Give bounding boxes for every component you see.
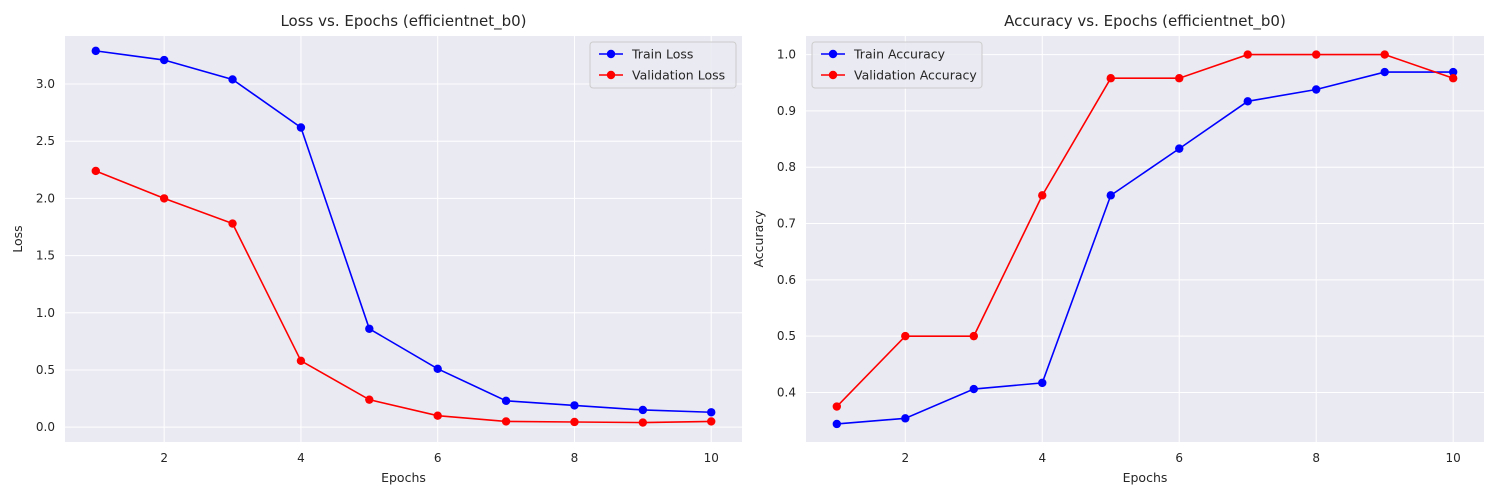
data-point (1106, 74, 1115, 83)
data-point (501, 396, 511, 406)
accuracy-chart: 2 4 6 8 10 0.4 0.5 0.6 0.7 0.8 0.9 1.0 Accuracy vs. … (751, 12, 1484, 485)
data-point (1038, 191, 1047, 200)
data-point (901, 414, 910, 423)
series-line (95, 50, 712, 414)
data-point (1243, 97, 1252, 106)
data-point (1448, 74, 1458, 83)
data-point (365, 324, 374, 333)
plot-area (65, 36, 742, 442)
data-point (228, 75, 237, 84)
x-tick-label: 10 (704, 451, 719, 465)
x-tick-label: 4 (297, 451, 305, 465)
series-line (836, 53, 1454, 408)
x-axis-label: Epochs (1123, 470, 1168, 485)
legend-label: Train Loss (631, 47, 693, 62)
legend-marker (606, 70, 616, 80)
data-point (1312, 50, 1321, 59)
x-axis-label: Epochs (381, 470, 426, 485)
data-point (1380, 67, 1389, 77)
legend-label: Train Accuracy (853, 47, 946, 62)
data-point (969, 331, 978, 341)
chart-title: Accuracy vs. Epochs (efficientnet_b0) (1004, 12, 1286, 31)
x-tick-label: 8 (571, 451, 579, 465)
data-point (570, 401, 579, 410)
y-tick-label: 0.0 (36, 420, 55, 434)
legend: Train Accuracy Validation Accuracy (811, 41, 983, 89)
legend-box (811, 41, 983, 89)
data-point (365, 395, 374, 404)
y-tick-label: 2.5 (36, 134, 55, 148)
x-tick-label: 2 (901, 451, 909, 465)
data-point (638, 418, 648, 427)
y-tick-label: 1.0 (36, 306, 55, 320)
x-tick-label: 6 (434, 451, 442, 465)
data-point (433, 411, 442, 420)
legend-box (589, 41, 737, 89)
x-tick-label: 8 (1312, 451, 1320, 465)
data-point (159, 194, 169, 203)
data-point (1380, 50, 1389, 59)
data-point (433, 364, 442, 374)
legend-label: Validation Loss (632, 68, 725, 83)
data-point (832, 402, 842, 411)
data-point (501, 417, 511, 426)
y-tick-label: 0.9 (777, 104, 796, 118)
x-tick-label: 4 (1038, 451, 1046, 465)
data-point (296, 123, 306, 132)
x-tick-label: 2 (160, 451, 168, 465)
legend-marker (606, 49, 616, 59)
data-point (1175, 74, 1184, 83)
data-point (638, 405, 648, 415)
data-point (1175, 144, 1184, 153)
data-point (91, 166, 100, 176)
data-point (570, 417, 579, 427)
data-point (1243, 50, 1252, 59)
y-tick-label: 2.0 (36, 191, 55, 205)
y-tick-label: 0.7 (777, 217, 796, 231)
data-point (969, 384, 978, 394)
y-tick-label: 0.6 (777, 273, 796, 287)
plot-area (806, 36, 1484, 442)
y-tick-label: 0.5 (36, 363, 55, 377)
y-axis-label: Loss (10, 225, 25, 252)
data-point (1106, 191, 1115, 200)
x-tick-label: 6 (1175, 451, 1183, 465)
x-tick-label: 10 (1446, 451, 1461, 465)
data-point (91, 46, 100, 56)
y-tick-label: 0.8 (777, 160, 796, 174)
y-tick-label: 1.0 (777, 48, 796, 62)
legend: Train Loss Validation Loss (589, 41, 737, 89)
data-point (901, 331, 910, 341)
data-point (1312, 85, 1321, 94)
data-point (1038, 378, 1047, 388)
y-tick-label: 1.5 (36, 249, 55, 263)
data-point (159, 55, 169, 65)
data-point (707, 408, 716, 417)
y-tick-label: 0.5 (777, 329, 796, 343)
legend-marker (828, 70, 838, 80)
legend-marker (828, 49, 838, 59)
legend-label: Validation Accuracy (854, 68, 977, 83)
series-line (95, 170, 712, 424)
y-tick-label: 0.4 (777, 385, 796, 399)
data-point (228, 219, 237, 228)
data-point (296, 356, 306, 365)
chart-title: Loss vs. Epochs (efficientnet_b0) (280, 12, 526, 31)
data-point (1448, 67, 1458, 77)
y-axis-label: Accuracy (751, 210, 766, 268)
data-point (707, 417, 716, 426)
y-tick-label: 3.0 (36, 77, 55, 91)
data-point (832, 419, 842, 429)
series-line (836, 71, 1454, 425)
loss-chart: 2 4 6 8 10 0.0 0.5 1.0 1.5 2.0 2.5 3.0 Loss vs. Epoc… (10, 12, 742, 485)
